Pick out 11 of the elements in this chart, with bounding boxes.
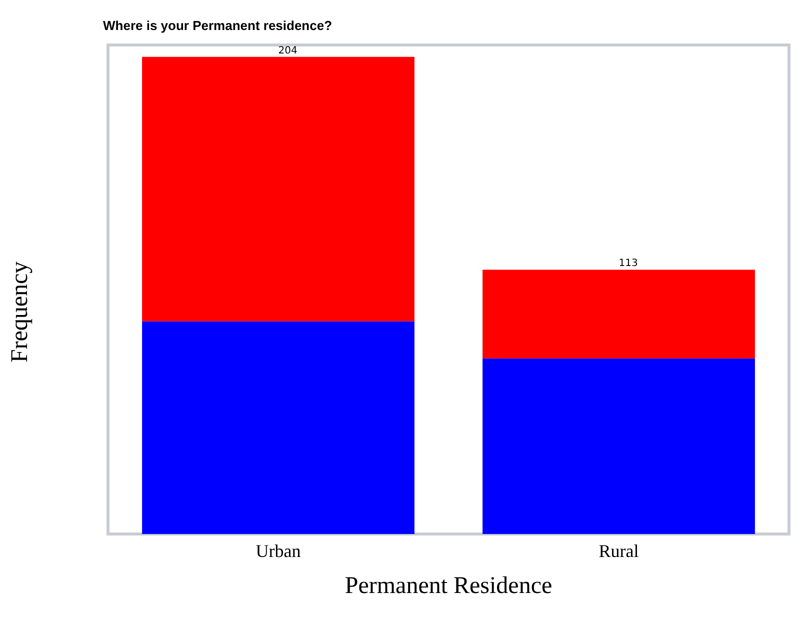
annotation: 204	[278, 45, 298, 56]
x-axis-title: Permanent Residence	[344, 573, 552, 599]
x-tick-label: Rural	[598, 541, 639, 561]
bar	[482, 270, 755, 358]
annotation: 113	[618, 258, 638, 270]
bar	[142, 56, 414, 322]
chart-title: Where is your Permanent residence?	[103, 18, 332, 33]
bar	[142, 321, 414, 534]
bar	[482, 358, 755, 534]
x-tick-label: Urban	[256, 541, 301, 561]
y-axis-title: Frequency	[7, 261, 33, 363]
